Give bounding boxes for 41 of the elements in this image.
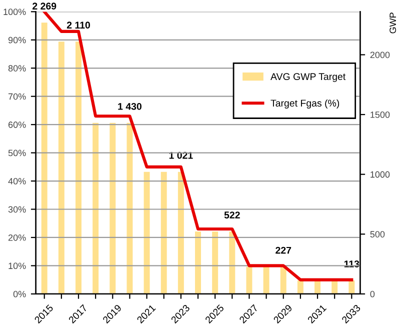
bar (160, 172, 167, 294)
y-tick-label: 20% (8, 234, 26, 241)
data-label: 2 110 (66, 22, 90, 29)
bar (280, 266, 286, 294)
y-tick-label: 90% (8, 36, 26, 44)
bar (178, 172, 184, 294)
bar (229, 231, 236, 294)
y-tick-label: 50% (8, 150, 26, 156)
y-tick-label: 40% (8, 178, 26, 184)
data-label: 227 (276, 246, 292, 254)
bar (92, 122, 99, 294)
bar (263, 266, 270, 294)
y2-tick-label: 2000 (370, 52, 390, 58)
data-label: 2 269 (32, 2, 56, 10)
y2-tick-label: 1500 (370, 112, 390, 118)
bar (144, 172, 150, 294)
bar (41, 22, 48, 294)
bar (297, 280, 304, 294)
y-tick-label: 30% (8, 206, 26, 213)
y2-tick-label: 1000 (370, 171, 390, 178)
bar (58, 42, 64, 294)
legend-label: AVG GWP Target (270, 73, 346, 82)
y-tick-label: 80% (8, 65, 26, 72)
y2-tick-label: 500 (370, 231, 385, 238)
bar (195, 231, 201, 294)
bar (126, 122, 133, 294)
data-label: 522 (224, 212, 240, 218)
y2-tick-label: 0 (370, 290, 375, 298)
data-label: 1 430 (118, 102, 142, 110)
y-tick-label: 10% (8, 262, 26, 270)
bar (212, 231, 218, 294)
y-tick-label: 100% (4, 8, 26, 16)
bar (348, 280, 355, 294)
y-tick-label: 60% (8, 122, 26, 128)
y2-axis-title: GWP (390, 12, 396, 34)
y-tick-label: 70% (8, 93, 26, 100)
bar (110, 122, 116, 294)
legend-label: Target Fgas (%) (270, 99, 340, 109)
bar (76, 42, 82, 294)
y-tick-label: 0% (13, 290, 26, 298)
bar (246, 266, 252, 294)
